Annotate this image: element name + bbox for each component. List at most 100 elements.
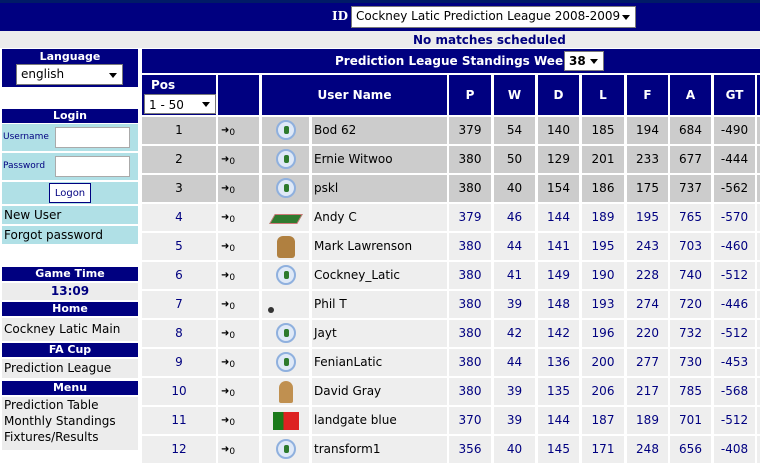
pos-cell: 8 (142, 320, 216, 347)
gt-cell: -512 (714, 262, 755, 289)
w-cell: 42 (494, 320, 535, 347)
range-select[interactable]: 1 - 50 (144, 94, 216, 114)
pos-cell: 6 (142, 262, 216, 289)
f-cell: 195 (627, 204, 668, 231)
home-title: Home (2, 302, 138, 316)
p-cell: 380 (449, 262, 491, 289)
f-cell: 175 (627, 175, 668, 202)
pos-cell: 1 (142, 117, 216, 144)
w-cell: 39 (494, 378, 535, 405)
a-cell: 684 (670, 117, 711, 144)
pos-label: Pos (151, 78, 176, 92)
gt-cell: -562 (714, 175, 755, 202)
w-cell: 39 (494, 407, 535, 434)
logon-button[interactable]: Logon (49, 183, 91, 203)
l-cell: 201 (582, 146, 624, 173)
extra-cell (757, 320, 760, 347)
a-cell: 730 (670, 349, 711, 376)
d-cell: 140 (538, 117, 579, 144)
l-cell: 190 (582, 262, 624, 289)
standings-title-bar: Prediction League Standings Week 38 (142, 49, 760, 73)
extra-cell (757, 175, 760, 202)
language-panel: Language english (2, 49, 138, 87)
week-value: 38 (569, 54, 586, 68)
movement-cell: ➜0 (218, 175, 259, 202)
l-cell: 185 (582, 117, 624, 144)
pos-cell: 7 (142, 291, 216, 318)
gt-cell: -460 (714, 233, 755, 260)
arrow-right-icon: ➜ (221, 328, 230, 339)
language-value: english (21, 67, 65, 81)
extra-cell (757, 233, 760, 260)
movement-value: 0 (229, 447, 236, 457)
l-cell: 193 (582, 291, 624, 318)
extra-cell (757, 407, 760, 434)
w-header: W (494, 75, 535, 115)
w-cell: 41 (494, 262, 535, 289)
d-cell: 142 (538, 320, 579, 347)
chevron-down-icon (622, 15, 630, 20)
w-cell: 50 (494, 146, 535, 173)
d-cell: 141 (538, 233, 579, 260)
menu-list: Prediction Table Monthly Standings Fixtu… (2, 397, 138, 450)
league-select-value: Cockney Latic Prediction League 2008-200… (356, 9, 621, 23)
password-label: Password (3, 161, 46, 171)
user-name-header: User Name (262, 75, 447, 115)
w-cell: 44 (494, 349, 535, 376)
league-select[interactable]: Cockney Latic Prediction League 2008-200… (351, 6, 636, 28)
arrow-right-icon: ➜ (221, 183, 230, 194)
forgot-password-link[interactable]: Forgot password (2, 226, 138, 244)
user-name-cell: Ernie Witwoo (312, 146, 447, 173)
password-input[interactable] (55, 156, 130, 177)
arrow-right-icon: ➜ (221, 299, 230, 310)
p-header: P (449, 75, 491, 115)
a-cell: 677 (670, 146, 711, 173)
p-cell: 379 (449, 204, 491, 231)
id-label: ID (332, 9, 349, 23)
menu-item-monthly-standings[interactable]: Monthly Standings (4, 414, 116, 428)
main-site-link[interactable]: Cockney Latic Main Site (2, 318, 138, 359)
gt-cell: -446 (714, 291, 755, 318)
movement-cell: ➜0 (218, 378, 259, 405)
user-name-cell: Mark Lawrenson (312, 233, 447, 260)
p-cell: 380 (449, 146, 491, 173)
movement-value: 0 (229, 157, 236, 167)
arrow-right-icon: ➜ (221, 386, 230, 397)
d-cell: 154 (538, 175, 579, 202)
username-input[interactable] (55, 127, 130, 148)
week-select[interactable]: 38 (564, 51, 604, 71)
ball-icon (262, 291, 309, 318)
logon-row: Logon (2, 182, 138, 204)
prediction-league-link[interactable]: Prediction League (2, 359, 138, 378)
p-cell: 380 (449, 291, 491, 318)
pos-cell: 4 (142, 204, 216, 231)
new-user-link[interactable]: New User (2, 206, 138, 224)
standings-title: Prediction League Standings Week (335, 54, 572, 68)
club-crest-icon (262, 175, 309, 202)
l-cell: 195 (582, 233, 624, 260)
username-row: Username (2, 124, 138, 151)
menu-item-prediction-table[interactable]: Prediction Table (4, 398, 99, 412)
arrow-right-icon: ➜ (221, 270, 230, 281)
table-row: 8 ➜0 Jayt 380 42 142 196 220 732 -512 (142, 320, 760, 347)
user-name-cell: Phil T (312, 291, 447, 318)
f-cell: 217 (627, 378, 668, 405)
d-cell: 144 (538, 407, 579, 434)
table-row: 5 ➜0 Mark Lawrenson 380 44 141 195 243 703 -460 (142, 233, 760, 260)
w-cell: 46 (494, 204, 535, 231)
extra-cell (757, 204, 760, 231)
l-cell: 189 (582, 204, 624, 231)
d-header: D (538, 75, 579, 115)
l-cell: 196 (582, 320, 624, 347)
menu-title: Menu (2, 381, 138, 395)
movement-header (218, 75, 259, 115)
movement-cell: ➜0 (218, 291, 259, 318)
l-header: L (582, 75, 624, 115)
language-select[interactable]: english (16, 64, 123, 85)
gt-cell: -570 (714, 204, 755, 231)
user-name-cell: David Gray (312, 378, 447, 405)
language-title: Language (2, 49, 138, 65)
p-cell: 380 (449, 175, 491, 202)
arrow-right-icon: ➜ (221, 415, 230, 426)
menu-item-fixtures-results[interactable]: Fixtures/Results (4, 430, 99, 444)
